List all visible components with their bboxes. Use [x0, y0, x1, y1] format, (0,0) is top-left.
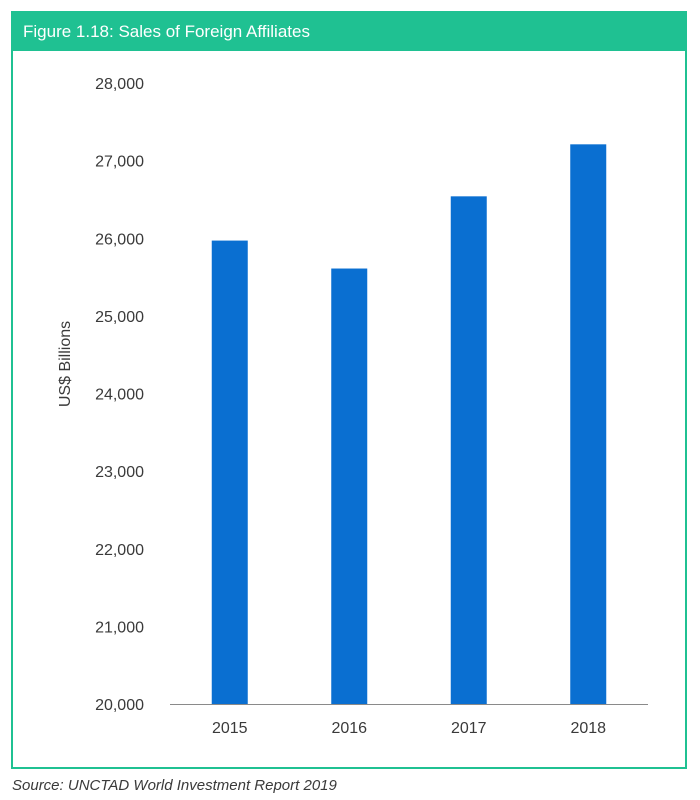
y-axis-ticks: 20,000 21,000 22,000 23,000 24,000 25,000 26,0… — [95, 76, 144, 714]
bar-2018 — [570, 144, 607, 705]
x-tick-label: 2018 — [570, 720, 606, 737]
bar-2015 — [211, 240, 248, 705]
y-tick-label: 28,000 — [95, 76, 144, 93]
y-tick-label: 26,000 — [95, 231, 144, 248]
bar-2016 — [331, 268, 368, 704]
x-axis-ticks: 2015 2016 2017 2018 — [212, 720, 606, 737]
figure-header: Figure 1.18: Sales of Foreign Affiliates — [13, 13, 685, 51]
y-axis-title: US$ Billions — [57, 321, 74, 407]
y-tick-label: 20,000 — [95, 697, 144, 714]
y-tick-label: 21,000 — [95, 619, 144, 636]
y-tick-label: 23,000 — [95, 464, 144, 481]
x-tick-label: 2017 — [451, 720, 487, 737]
x-tick-label: 2015 — [212, 720, 248, 737]
figure-source: Source: UNCTAD World Investment Report 2… — [12, 777, 337, 794]
bar-chart: 20,000 21,000 22,000 23,000 24,000 25,000 26,0… — [57, 76, 648, 737]
figure-title: Figure 1.18: Sales of Foreign Affiliates — [23, 22, 310, 41]
y-tick-label: 22,000 — [95, 542, 144, 559]
bar-2017 — [450, 196, 487, 704]
y-tick-label: 24,000 — [95, 387, 144, 404]
x-tick-label: 2016 — [331, 720, 367, 737]
y-tick-label: 25,000 — [95, 309, 144, 326]
bar-series — [211, 144, 607, 705]
y-tick-label: 27,000 — [95, 154, 144, 171]
